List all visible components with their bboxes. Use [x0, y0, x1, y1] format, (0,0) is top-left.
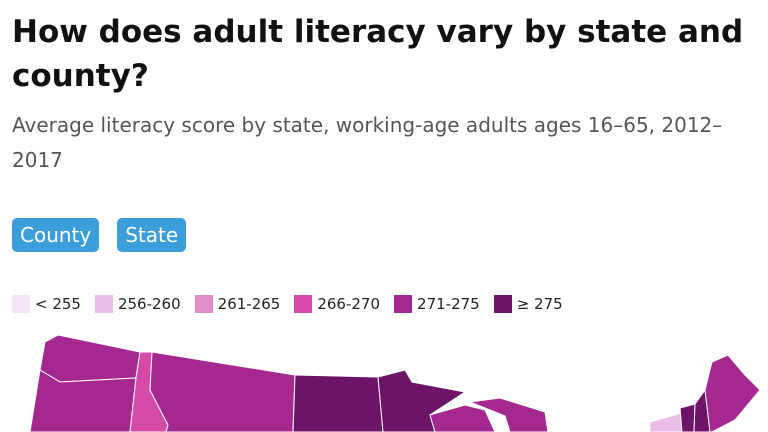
michigan	[468, 397, 549, 432]
legend-item: 266-270	[294, 295, 380, 313]
legend-label: < 255	[35, 295, 81, 313]
legend-label: ≥ 275	[516, 295, 563, 313]
legend-swatch	[12, 295, 30, 313]
legend-label: 261-265	[217, 295, 281, 313]
legend-swatch	[94, 295, 113, 313]
subtitle: Average literacy score by state, working…	[12, 113, 723, 172]
legend-item: ≥ 275	[493, 295, 563, 313]
county-button[interactable]: County	[12, 218, 100, 252]
vermont	[679, 403, 696, 432]
state-button[interactable]: State	[117, 218, 187, 252]
maine	[704, 354, 761, 432]
legend-item: 256-260	[94, 295, 181, 313]
legend-swatch	[394, 295, 413, 313]
new-york	[649, 411, 686, 432]
title: How does adult literacy vary by state an…	[12, 14, 744, 94]
legend-item: < 255	[12, 295, 81, 313]
legend-label: 256-260	[117, 295, 181, 313]
legend-item: 261-265	[194, 295, 281, 313]
north-dakota	[292, 374, 384, 432]
wisconsin	[429, 404, 496, 432]
map	[29, 334, 761, 432]
legend-swatch	[493, 295, 512, 313]
legend-item: 271-275	[394, 295, 480, 313]
legend-label: 266-270	[317, 295, 381, 313]
legend-swatch	[194, 295, 213, 313]
toggle-group: County State	[12, 218, 187, 252]
minnesota	[377, 369, 467, 432]
legend-swatch	[294, 295, 313, 313]
montana	[149, 351, 296, 432]
legend: < 255 256-260 261-265 266-270 271-275 ≥ 275	[12, 295, 563, 313]
washington	[39, 334, 141, 383]
legend-label: 271-275	[417, 295, 480, 313]
